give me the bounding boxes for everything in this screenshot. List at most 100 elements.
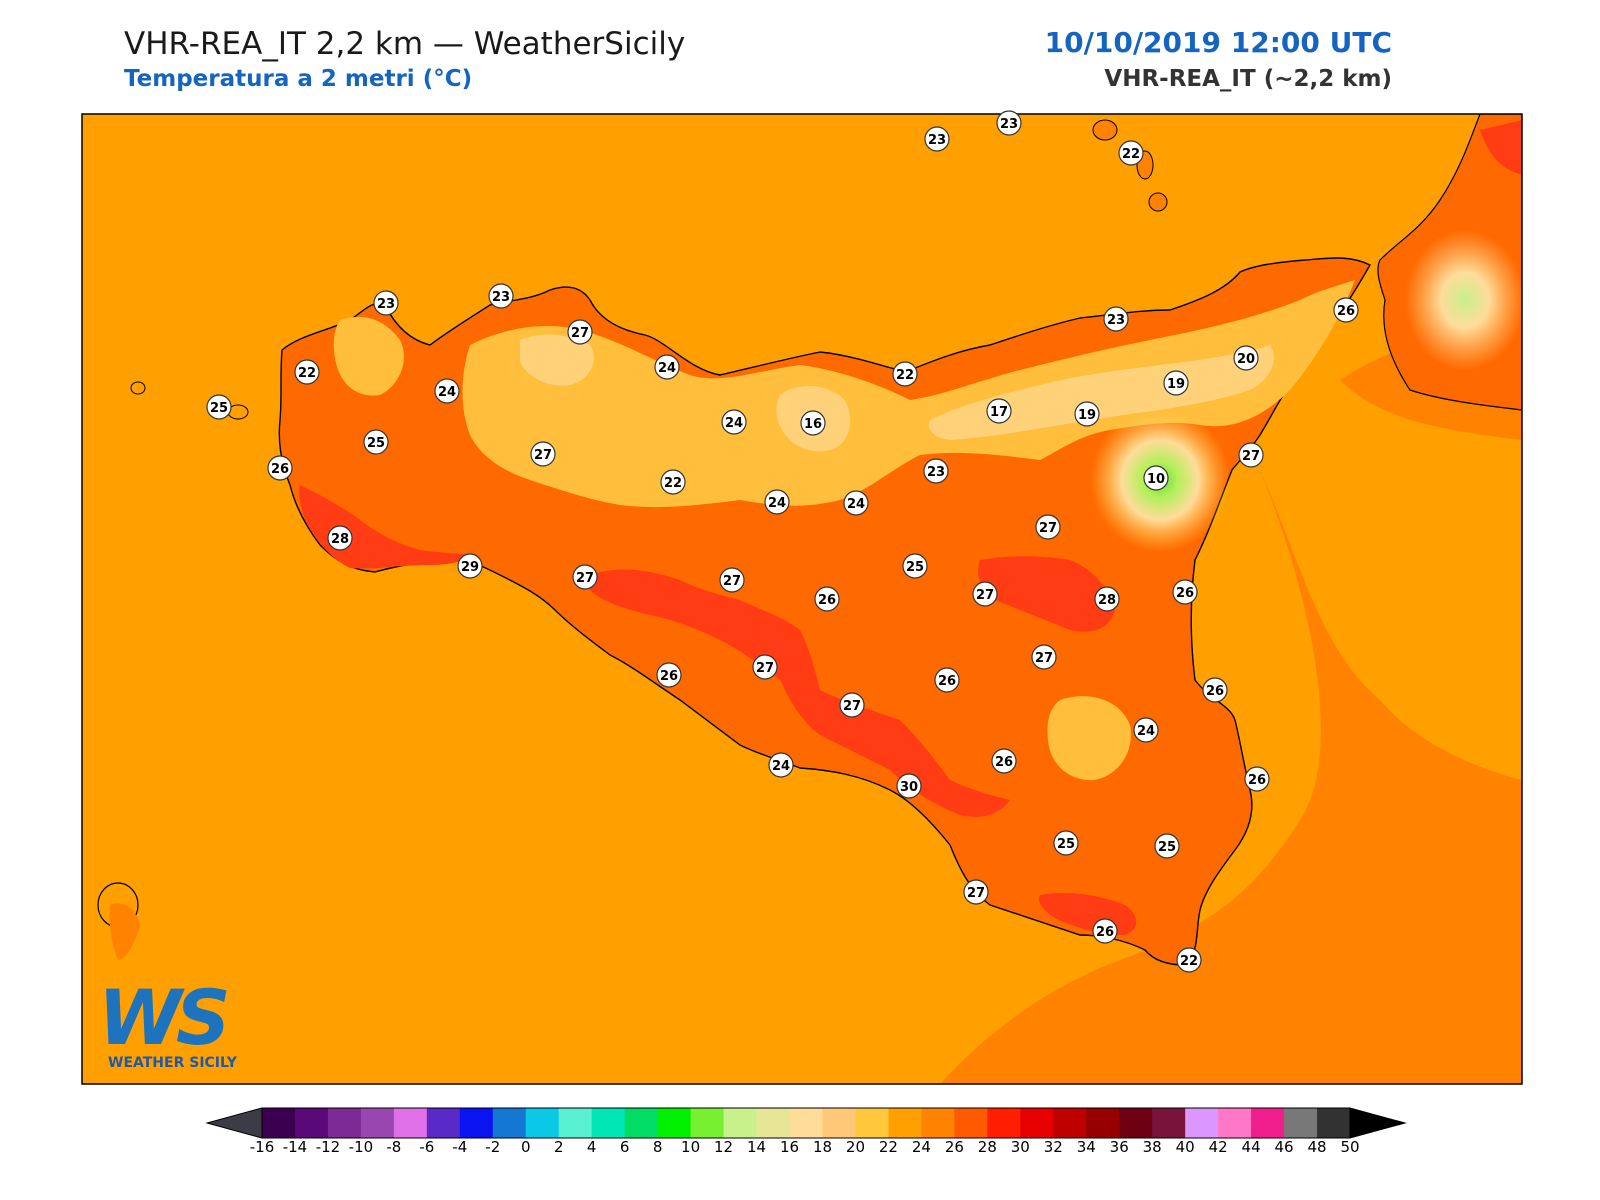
- colorbar-swatch: [624, 1108, 659, 1138]
- station-marker: 26: [1092, 918, 1118, 944]
- station-circle: [1233, 345, 1259, 371]
- station-value: 26: [1096, 925, 1114, 940]
- station-value: 27: [1039, 521, 1057, 536]
- station-circle: [530, 441, 556, 467]
- station-marker: 27: [752, 654, 778, 680]
- station-markers: 23 23 22 23 23 26 27 23 20 22 24 22 19 24 25 17 19 24 16 25…: [206, 110, 1359, 973]
- station-circle: [434, 378, 460, 404]
- station-circle: [327, 525, 353, 551]
- station-value: 27: [1242, 449, 1260, 464]
- station-circle: [654, 354, 680, 380]
- lipari-island: [1092, 119, 1118, 141]
- station-circle: [1074, 401, 1100, 427]
- station-circle: [660, 469, 686, 495]
- station-marker: 28: [1094, 586, 1120, 612]
- station-circle: [1238, 442, 1264, 468]
- station-circle: [1133, 717, 1159, 743]
- station-value: 27: [1035, 651, 1053, 666]
- station-marker: 22: [1118, 140, 1144, 166]
- colorbar-swatch: [1053, 1108, 1087, 1138]
- station-marker: 27: [719, 567, 745, 593]
- station-circle: [839, 692, 865, 718]
- calabria-hot-strip: [1480, 120, 1522, 175]
- station-circle: [267, 455, 293, 481]
- station-marker: 26: [934, 667, 960, 693]
- variable-subtitle: Temperatura a 2 metri (°C): [124, 66, 473, 92]
- station-circle: [294, 359, 320, 385]
- station-value: 26: [995, 755, 1013, 770]
- station-circle: [1031, 644, 1057, 670]
- station-value: 10: [1147, 472, 1165, 487]
- colorbar-tick-label: 0: [520, 1138, 531, 1156]
- colorbar-tick-label: 22: [878, 1138, 898, 1156]
- station-circle: [1143, 465, 1169, 491]
- station-value: 26: [1206, 684, 1224, 699]
- station-marker: 23: [1103, 306, 1129, 332]
- station-value: 24: [847, 497, 865, 512]
- colorbar-tick-label: 42: [1208, 1138, 1228, 1156]
- station-circle: [923, 458, 949, 484]
- station-circle: [1202, 677, 1228, 703]
- station-marker: 24: [434, 378, 460, 404]
- station-marker: 23: [996, 110, 1022, 136]
- station-value: 29: [461, 560, 479, 575]
- station-value: 24: [768, 496, 786, 511]
- station-marker: 24: [721, 409, 747, 435]
- station-marker: 19: [1074, 401, 1100, 427]
- colorbar-swatch: [459, 1108, 494, 1138]
- station-circle: [896, 773, 922, 799]
- station-marker: 22: [294, 359, 320, 385]
- colorbar-swatch: [987, 1108, 1021, 1138]
- station-circle: [1154, 833, 1180, 859]
- colorbar-tick-label: 6: [619, 1138, 630, 1156]
- map-title: VHR-REA_IT 2,2 km — WeatherSicily: [124, 26, 686, 62]
- colorbar-swatch: [294, 1108, 329, 1138]
- station-circle: [1053, 830, 1079, 856]
- colorbar-swatch: [723, 1108, 758, 1138]
- station-value: 23: [1000, 117, 1018, 132]
- colorbar-over-arrow: [1349, 1107, 1407, 1139]
- station-marker: 26: [267, 455, 293, 481]
- station-circle: [206, 394, 232, 420]
- station-value: 25: [1057, 837, 1075, 852]
- marettimo-island: [130, 381, 146, 395]
- station-marker: 27: [839, 692, 865, 718]
- station-value: 23: [492, 290, 510, 305]
- station-circle: [892, 361, 918, 387]
- colorbar-tick-label: 34: [1076, 1138, 1096, 1156]
- station-value: 27: [756, 661, 774, 676]
- station-circle: [996, 110, 1022, 136]
- colorbar-tick-label: -8: [386, 1138, 402, 1156]
- station-marker: 22: [660, 469, 686, 495]
- central-hot-zone: [590, 569, 1010, 817]
- station-marker: 26: [1202, 677, 1228, 703]
- vulcano-south-island: [1148, 192, 1168, 212]
- station-circle: [1333, 297, 1359, 323]
- colorbar-swatch: [855, 1108, 889, 1138]
- ragusa-cool-zone: [1047, 696, 1131, 781]
- colorbar-tick-label: 44: [1241, 1138, 1261, 1156]
- colorbar-tick-label: 4: [586, 1138, 597, 1156]
- station-value: 19: [1167, 377, 1185, 392]
- station-value: 28: [1098, 593, 1116, 608]
- station-value: 25: [906, 560, 924, 575]
- station-value: 16: [804, 417, 822, 432]
- pantelleria-warm-patch: [109, 903, 140, 960]
- colorbar-swatch: [1218, 1108, 1252, 1138]
- station-value: 24: [1137, 724, 1155, 739]
- colorbar-frame: [261, 1107, 1351, 1139]
- colorbar-tick-label: -14: [282, 1138, 308, 1156]
- station-marker: 24: [654, 354, 680, 380]
- colorbar-tick-label: -2: [485, 1138, 501, 1156]
- station-value: 26: [1248, 773, 1266, 788]
- valid-datetime: 10/10/2019 12:00 UTC: [1044, 26, 1392, 59]
- north-cool-zone: [462, 280, 1355, 508]
- station-marker: 26: [1244, 766, 1270, 792]
- station-marker: 26: [656, 662, 682, 688]
- station-value: 24: [658, 361, 676, 376]
- station-marker: 28: [327, 525, 353, 551]
- colorbar-tick-label: 32: [1043, 1138, 1063, 1156]
- station-marker: 25: [363, 429, 389, 455]
- station-circle: [991, 748, 1017, 774]
